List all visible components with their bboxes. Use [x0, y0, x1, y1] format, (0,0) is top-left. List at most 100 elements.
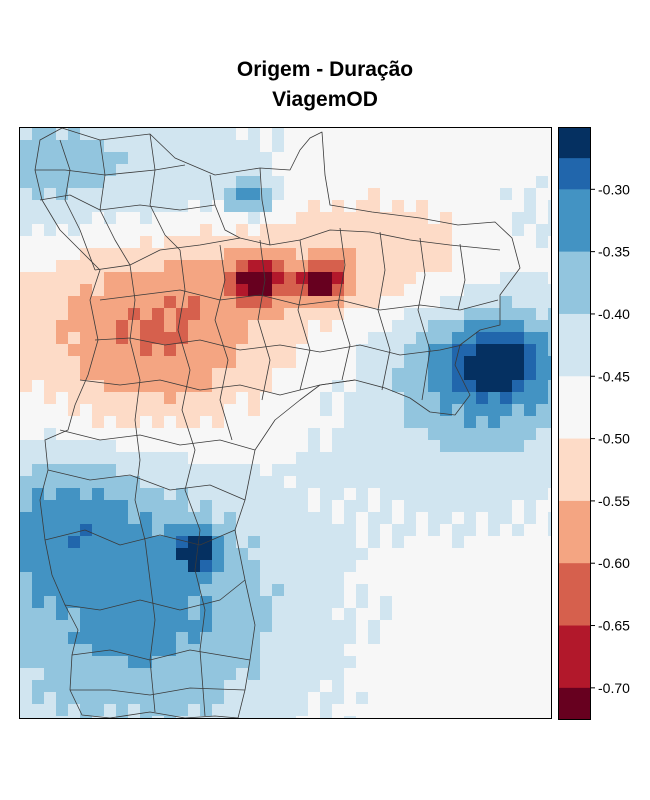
heatmap-cell [320, 428, 332, 440]
heatmap-cell [548, 476, 551, 488]
heatmap-cell [152, 584, 164, 596]
heatmap-cell [488, 524, 500, 536]
heatmap-cell [92, 140, 104, 152]
heatmap-cell [272, 152, 284, 164]
heatmap-cell [452, 176, 464, 188]
heatmap-cell [236, 536, 248, 548]
heatmap-cell [548, 404, 551, 416]
heatmap-cell [548, 344, 551, 356]
heatmap-cell [116, 164, 128, 176]
heatmap-cell [80, 584, 92, 596]
heatmap-cell [200, 668, 212, 680]
heatmap-cell [464, 656, 476, 668]
heatmap-cell [164, 524, 176, 536]
heatmap-cell [248, 572, 260, 584]
heatmap-cell [296, 668, 308, 680]
boundary-line [259, 167, 271, 246]
heatmap-cell [104, 488, 116, 500]
heatmap-cell [80, 464, 92, 476]
heatmap-cell [68, 176, 80, 188]
heatmap-cell [344, 656, 356, 668]
heatmap-cell [236, 128, 248, 140]
heatmap-cell [416, 572, 428, 584]
heatmap-cell [20, 524, 32, 536]
heatmap-cell [524, 128, 536, 140]
heatmap-cell [500, 152, 512, 164]
heatmap-cell [188, 656, 200, 668]
heatmap-cell [56, 536, 68, 548]
heatmap-cell [20, 644, 32, 656]
heatmap-cell [476, 368, 488, 380]
heatmap-cell [188, 212, 200, 224]
heatmap-cell [248, 620, 260, 632]
heatmap-cell [128, 176, 140, 188]
heatmap-cell [284, 548, 296, 560]
heatmap-cell [236, 308, 248, 320]
heatmap-cell [44, 308, 56, 320]
heatmap-cell [380, 404, 392, 416]
heatmap-cell [524, 356, 536, 368]
heatmap-cell [320, 692, 332, 704]
heatmap-cell [260, 560, 272, 572]
heatmap-cell [380, 488, 392, 500]
heatmap-cell [404, 236, 416, 248]
heatmap-cell [404, 704, 416, 716]
heatmap-cell [284, 416, 296, 428]
heatmap-cell [308, 632, 320, 644]
heatmap-cell [260, 416, 272, 428]
heatmap-cell [404, 140, 416, 152]
heatmap-cell [392, 692, 404, 704]
heatmap-cell [416, 140, 428, 152]
heatmap-cell [92, 404, 104, 416]
heatmap-cell [92, 488, 104, 500]
heatmap-cell [92, 572, 104, 584]
heatmap-cell [404, 632, 416, 644]
heatmap-cell [464, 344, 476, 356]
heatmap-cell [536, 296, 548, 308]
heatmap-cell [332, 584, 344, 596]
heatmap-cell [140, 128, 152, 140]
heatmap-cell [476, 476, 488, 488]
heatmap-cell [116, 488, 128, 500]
heatmap-cell [212, 332, 224, 344]
heatmap-cell [416, 440, 428, 452]
heatmap-cell [440, 512, 452, 524]
heatmap-cell [44, 536, 56, 548]
heatmap-cell [488, 584, 500, 596]
heatmap-cell [368, 608, 380, 620]
heatmap-cell [380, 596, 392, 608]
heatmap-cell [68, 248, 80, 260]
heatmap-cell [332, 560, 344, 572]
heatmap-cell [320, 356, 332, 368]
heatmap-cell [176, 644, 188, 656]
heatmap-cell [260, 632, 272, 644]
heatmap-cell [344, 248, 356, 260]
heatmap-cell [356, 656, 368, 668]
heatmap-cell [356, 608, 368, 620]
heatmap-cell [536, 320, 548, 332]
heatmap-cell [368, 176, 380, 188]
heatmap-cell [416, 188, 428, 200]
heatmap-cell [80, 176, 92, 188]
heatmap-cell [68, 140, 80, 152]
heatmap-cell [368, 320, 380, 332]
heatmap-cell [476, 596, 488, 608]
heatmap-cell [476, 704, 488, 716]
heatmap-cell [404, 524, 416, 536]
heatmap-cell [248, 272, 260, 284]
heatmap-cell [536, 536, 548, 548]
heatmap-cell [92, 680, 104, 692]
heatmap-cell [428, 272, 440, 284]
heatmap-cell [212, 692, 224, 704]
heatmap-cell [296, 476, 308, 488]
heatmap-cell [260, 320, 272, 332]
heatmap-cell [428, 680, 440, 692]
heatmap-cell [200, 152, 212, 164]
heatmap-cell [476, 560, 488, 572]
heatmap-cell [464, 212, 476, 224]
heatmap-cell [236, 392, 248, 404]
heatmap-cell [524, 452, 536, 464]
heatmap-cell [164, 416, 176, 428]
heatmap-cell [536, 380, 548, 392]
heatmap-cell [152, 680, 164, 692]
